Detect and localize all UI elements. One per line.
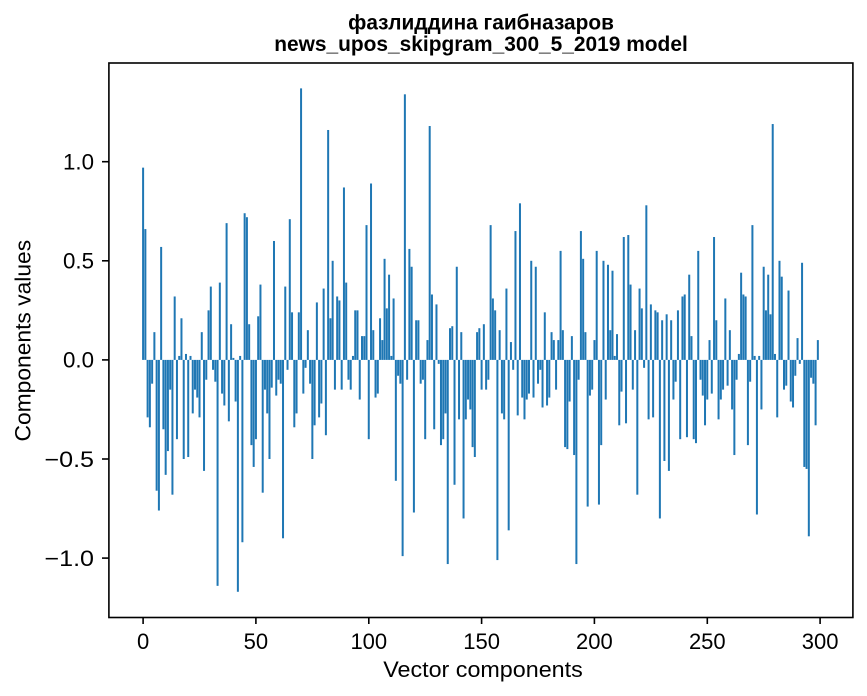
svg-text:200: 200: [576, 629, 613, 654]
svg-text:0.5: 0.5: [63, 249, 94, 274]
svg-text:фазлиддина гаибназаров: фазлиддина гаибназаров: [348, 11, 614, 34]
svg-text:100: 100: [350, 629, 387, 654]
svg-text:−1.0: −1.0: [45, 546, 95, 571]
svg-text:250: 250: [689, 629, 726, 654]
svg-text:Components values: Components values: [10, 240, 35, 442]
svg-text:300: 300: [802, 629, 839, 654]
svg-text:Vector components: Vector components: [383, 657, 583, 682]
svg-text:0.0: 0.0: [63, 348, 94, 373]
svg-text:150: 150: [463, 629, 500, 654]
svg-text:1.0: 1.0: [63, 150, 94, 175]
svg-text:0: 0: [137, 629, 149, 654]
svg-text:news_upos_skipgram_300_5_2019: news_upos_skipgram_300_5_2019 model: [274, 33, 688, 56]
svg-text:−0.5: −0.5: [45, 447, 95, 472]
svg-text:50: 50: [244, 629, 268, 654]
